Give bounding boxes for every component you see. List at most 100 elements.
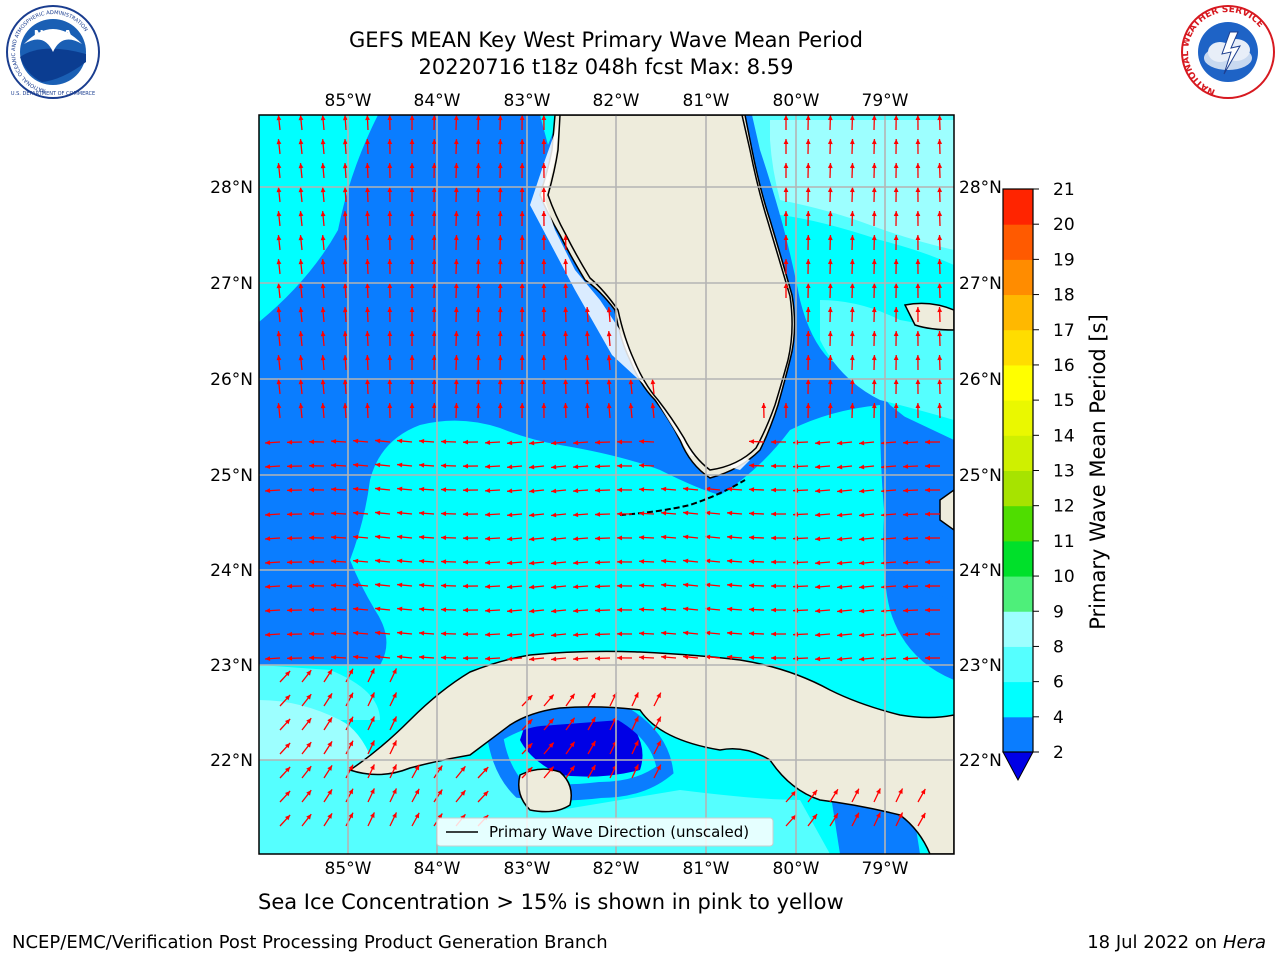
lon-label-top: 82°W — [593, 91, 640, 111]
wave-arrow — [541, 330, 547, 347]
wave-arrow — [770, 439, 787, 445]
wave-arrow — [418, 534, 435, 540]
wave-arrow — [893, 234, 899, 251]
wave-arrow — [387, 234, 393, 251]
wave-arrow — [264, 440, 281, 446]
wave-arrow — [827, 354, 833, 371]
wave-arrow — [301, 789, 312, 803]
wave-arrow — [785, 790, 797, 803]
wave-arrow — [572, 560, 589, 566]
wave-arrow — [837, 464, 853, 470]
wave-arrow — [353, 582, 369, 588]
wave-arrow — [387, 378, 393, 395]
wave-arrow — [418, 630, 435, 636]
wave-arrow — [871, 258, 877, 275]
wave-arrow — [837, 440, 853, 446]
colorbar-tick-label: 10 — [1053, 567, 1075, 587]
wave-arrow — [365, 162, 370, 179]
wave-arrow — [431, 115, 437, 131]
wave-arrow — [308, 511, 325, 517]
wave-arrow — [871, 402, 877, 419]
wave-arrow — [871, 282, 877, 299]
wave-arrow — [330, 558, 347, 564]
wave-arrow — [431, 378, 437, 395]
wave-arrow — [375, 534, 391, 540]
wave-arrow — [345, 692, 354, 707]
wave-arrow — [770, 511, 787, 517]
wave-arrow — [418, 510, 435, 516]
wave-arrow — [829, 812, 839, 827]
lon-label-bottom: 85°W — [325, 859, 372, 879]
wave-arrow — [440, 583, 457, 589]
wave-arrow — [462, 583, 479, 589]
wave-arrow — [497, 378, 503, 395]
wave-arrow — [453, 330, 459, 347]
wave-arrow — [902, 488, 919, 493]
wave-arrow — [594, 535, 611, 541]
wave-arrow — [726, 534, 743, 540]
wave-arrow — [345, 764, 354, 779]
wave-arrow — [849, 402, 855, 419]
wave-arrow — [298, 307, 304, 323]
wave-arrow — [902, 560, 919, 565]
wave-arrow — [748, 511, 765, 516]
wave-arrow — [286, 463, 303, 469]
wave-arrow — [475, 306, 481, 323]
wave-arrow — [431, 186, 437, 203]
wave-arrow — [279, 766, 291, 779]
wave-arrow — [320, 211, 326, 227]
wave-arrow — [507, 584, 523, 590]
wave-arrow — [748, 631, 765, 636]
wave-arrow — [387, 258, 393, 275]
wave-arrow — [915, 186, 921, 203]
wave-arrow — [683, 654, 699, 660]
wave-arrow — [849, 282, 855, 299]
wave-arrow — [409, 354, 415, 371]
wave-arrow — [783, 210, 789, 227]
wave-arrow — [937, 306, 943, 323]
wave-arrow — [805, 115, 811, 131]
wave-arrow — [507, 512, 523, 518]
wave-arrow — [893, 210, 899, 227]
wave-arrow — [783, 138, 789, 155]
wave-arrow — [859, 488, 875, 494]
wave-arrow — [462, 511, 479, 517]
wave-arrow — [484, 656, 501, 661]
wave-arrow — [805, 162, 811, 179]
wave-arrow — [431, 306, 437, 323]
wave-arrow — [387, 282, 393, 299]
wave-arrow — [279, 742, 291, 755]
wave-arrow — [320, 283, 326, 299]
wave-arrow — [475, 354, 481, 371]
colorbar-label: Primary Wave Mean Period [s] — [1086, 314, 1110, 630]
wave-arrow — [462, 535, 479, 541]
wave-arrow — [902, 656, 919, 661]
wave-arrow — [389, 812, 398, 827]
wave-arrow — [541, 186, 547, 203]
wave-arrow — [387, 138, 393, 155]
wave-arrow — [631, 764, 639, 779]
wave-arrow — [431, 162, 437, 179]
wave-arrow — [418, 606, 435, 612]
colorbar-segment — [1003, 646, 1033, 683]
wave-arrow — [497, 258, 503, 275]
wave-arrow — [541, 115, 547, 131]
wave-arrow — [563, 330, 569, 347]
wave-direction-arrows — [264, 115, 943, 827]
wave-arrow — [705, 582, 721, 588]
colorbar-segment — [1003, 470, 1033, 507]
wave-arrow — [397, 582, 413, 588]
wave-arrow — [705, 486, 721, 492]
wave-arrow — [342, 138, 348, 155]
wave-arrow — [871, 378, 877, 395]
wave-arrow — [453, 234, 459, 251]
wave-arrow — [770, 607, 787, 613]
wave-arrow — [814, 560, 831, 566]
wave-arrow — [453, 162, 459, 179]
wave-arrow — [543, 694, 555, 707]
wave-arrow — [683, 558, 699, 564]
wave-arrow — [748, 487, 765, 492]
wave-arrow — [409, 210, 415, 227]
wave-arrow — [859, 440, 875, 446]
wave-arrow — [915, 210, 921, 227]
